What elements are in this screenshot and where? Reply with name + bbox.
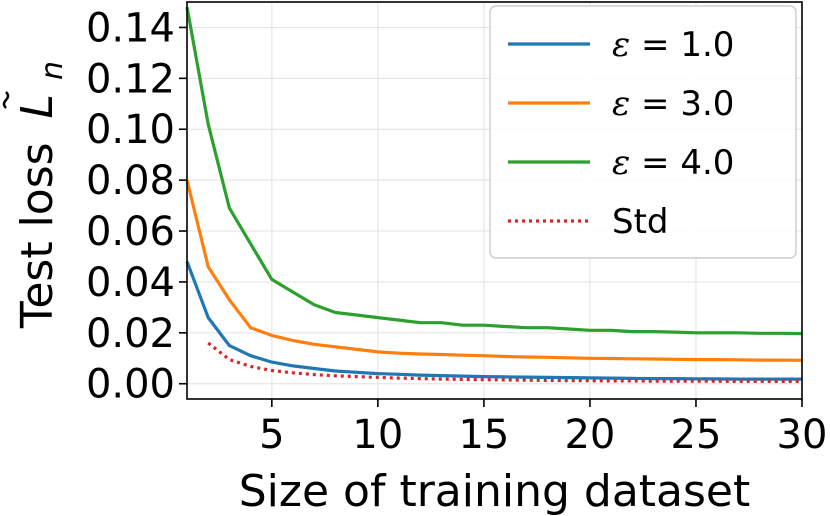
series-line [207,341,802,383]
legend-label: ε = 4.0 [612,143,734,183]
y-tick-label: 0.00 [86,362,175,408]
svg-text:Test loss L n: Test loss L n [12,61,70,329]
x-tick-label: 15 [458,412,509,458]
y-tick-label: 0.06 [86,209,175,255]
x-tick-label: 25 [671,412,722,458]
x-tick-label: 5 [259,412,284,458]
legend: ε = 1.0 ε = 3.0 ε = 4.0 Std [489,5,797,259]
x-tick-label: 30 [777,412,828,458]
axis-labels: Size of training dataset Test loss L n [2,61,751,516]
y-tick-label: 0.10 [86,107,175,153]
y-axis-label-symbol: L [12,94,63,119]
y-axis-label-subscript: n [35,61,70,80]
y-axis-label: Test loss L n [2,61,70,329]
y-tick-label: 0.14 [86,5,175,51]
x-axis-label: Size of training dataset [239,466,751,516]
y-tick-label: 0.04 [86,260,175,306]
y-tick-label: 0.02 [86,311,175,357]
series-line [185,179,803,362]
legend-label: Std [612,202,669,242]
legend-label: ε = 3.0 [612,84,734,124]
x-tick-label: 20 [564,412,615,458]
series-line [185,6,803,336]
y-axis-label-text: Test loss [12,142,63,329]
y-tick-label: 0.12 [86,56,175,102]
ticks: 5 10 15 20 25 30 0.00 0.02 0.04 0.06 0.08 0.10 0.12 0… [86,5,828,458]
plot-frame [186,1,803,400]
x-tick-label: 10 [352,412,403,458]
y-tick-label: 0.08 [86,158,175,204]
legend-box [489,5,797,259]
series-line [185,261,802,381]
tilde-mark [2,91,10,109]
series-layer [185,6,803,383]
legend-label: ε = 1.0 [612,25,734,65]
